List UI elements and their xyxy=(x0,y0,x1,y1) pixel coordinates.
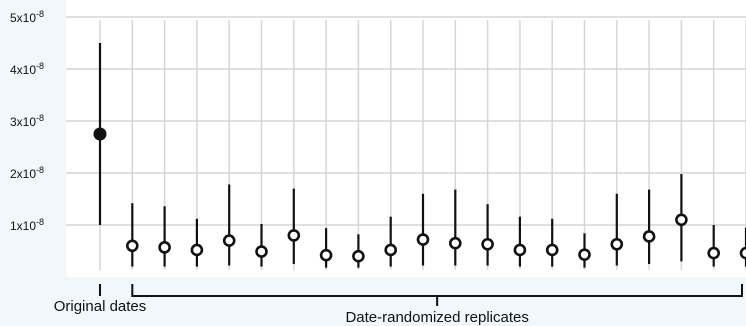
point-replicate xyxy=(675,213,688,227)
point-replicate xyxy=(513,243,527,257)
point-replicate xyxy=(319,248,333,262)
y-tick-label: 2x10-8 xyxy=(10,165,44,181)
y-axis-ticks: 1x10-8 2x10-8 3x10-8 4x10-8 5x10-8 xyxy=(10,9,44,233)
point-replicate xyxy=(222,234,236,247)
error-bars xyxy=(98,43,746,268)
point-replicate xyxy=(255,245,268,258)
point-replicate xyxy=(126,239,139,253)
point-replicate xyxy=(739,246,746,260)
point-replicate xyxy=(707,246,721,260)
y-tick-label: 3x10-8 xyxy=(10,113,44,129)
point-replicate xyxy=(384,243,398,257)
y-tick-label: 1x10-8 xyxy=(10,217,44,233)
y-tick-label: 4x10-8 xyxy=(10,61,44,77)
point-replicate xyxy=(352,249,365,263)
plot-area xyxy=(66,0,746,277)
point-replicate xyxy=(190,243,204,257)
point-replicate xyxy=(287,229,301,242)
point-replicate xyxy=(578,248,591,261)
point-replicate xyxy=(448,236,462,250)
group-label-replicates: Date-randomized replicates xyxy=(345,309,528,326)
group-bracket xyxy=(131,284,743,297)
point-replicate xyxy=(481,237,494,251)
data-points xyxy=(93,127,746,263)
group-brackets: Original dates Date-randomized replicates xyxy=(54,284,743,326)
point-replicate xyxy=(610,237,624,251)
point-replicate xyxy=(416,233,430,246)
y-tick-label: 5x10-8 xyxy=(10,9,44,25)
point-replicate xyxy=(545,243,559,257)
point-replicate xyxy=(158,241,171,254)
point-original xyxy=(93,127,107,141)
point-replicate xyxy=(642,230,656,243)
group-label-original: Original dates xyxy=(54,298,147,315)
